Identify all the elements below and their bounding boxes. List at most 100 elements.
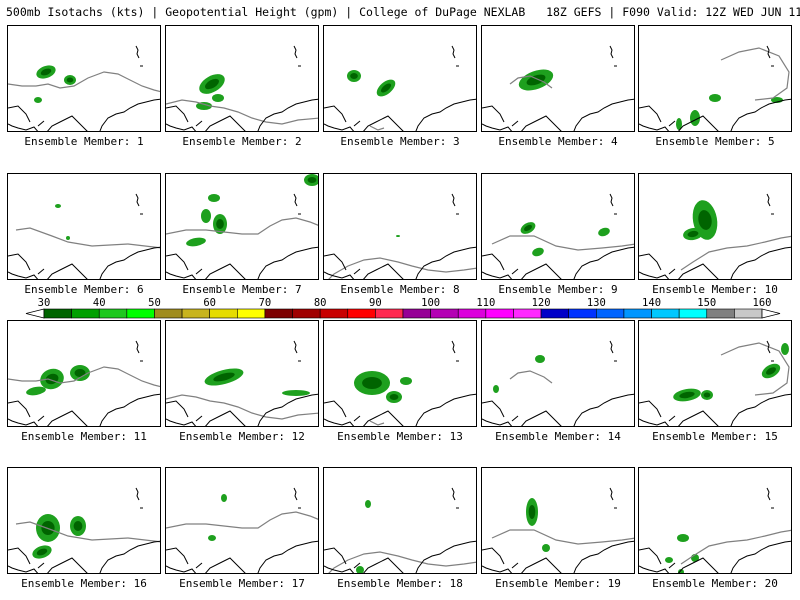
isotach-fill xyxy=(282,390,310,396)
ensemble-member-label: Ensemble Member: 8 xyxy=(340,283,460,296)
colorbar-tick-label: 40 xyxy=(93,297,106,309)
coastline xyxy=(166,246,318,279)
isotach-fill xyxy=(70,365,90,381)
colorbar-tick-label: 120 xyxy=(532,297,551,309)
ensemble-member-label: Ensemble Member: 17 xyxy=(179,577,305,590)
coastline xyxy=(324,246,476,279)
ensemble-map-panel xyxy=(638,320,792,427)
isotach-fill xyxy=(781,343,789,355)
colorbar-segment xyxy=(734,308,763,319)
coastline xyxy=(8,105,45,127)
coastline xyxy=(166,253,203,275)
coastline xyxy=(293,340,298,354)
colorbar-tick-label: 50 xyxy=(148,297,161,309)
map-canvas xyxy=(166,174,318,279)
height-contour xyxy=(15,521,160,543)
isotach-fill xyxy=(761,363,781,379)
colorbar-segment xyxy=(596,308,625,319)
colorbar-segment xyxy=(402,308,431,319)
colorbar-tick-label: 100 xyxy=(421,297,440,309)
coastline xyxy=(451,340,456,354)
isotach-fill xyxy=(64,75,76,85)
header-title: 500mb Isotachs (kts) | Geopotential Heig… xyxy=(6,5,526,19)
ensemble-map-panel xyxy=(323,25,477,132)
ensemble-member-label: Ensemble Member: 6 xyxy=(24,283,144,296)
isotach-fill xyxy=(221,494,227,502)
coastline xyxy=(8,246,160,279)
ensemble-map-panel xyxy=(7,320,161,427)
coastline xyxy=(451,193,456,207)
colorbar-segment xyxy=(181,308,210,319)
coastline xyxy=(166,98,318,131)
isotach-fill xyxy=(677,534,689,542)
map-canvas xyxy=(324,193,476,279)
ensemble-member-label: Ensemble Member: 2 xyxy=(182,135,302,148)
height-contour xyxy=(369,125,385,131)
colorbar-segment xyxy=(98,308,128,319)
map-canvas xyxy=(8,45,160,131)
ensemble-map-panel xyxy=(7,173,161,280)
colorbar-segment xyxy=(651,308,680,319)
coastline xyxy=(609,340,614,354)
colorbar-tick-label: 130 xyxy=(587,297,606,309)
ensemble-map-panel xyxy=(165,467,319,574)
ensemble-member-label: Ensemble Member: 9 xyxy=(498,283,618,296)
coastline xyxy=(639,393,791,426)
ensemble-map-panel xyxy=(481,173,635,280)
isotach-fill xyxy=(186,237,206,247)
colorbar-tick-label: 30 xyxy=(38,297,51,309)
map-canvas xyxy=(8,193,160,279)
height-contour xyxy=(166,99,318,125)
ensemble-member-label: Ensemble Member: 14 xyxy=(495,430,621,443)
height-contour xyxy=(720,47,790,101)
ensemble-member-label: Ensemble Member: 13 xyxy=(337,430,463,443)
colorbar-right-arrow xyxy=(761,308,781,319)
ensemble-map-panel xyxy=(638,467,792,574)
isotach-fill xyxy=(212,94,224,102)
coastline xyxy=(8,547,45,569)
colorbar-tick-label: 80 xyxy=(314,297,327,309)
coastline xyxy=(766,193,771,207)
coastline xyxy=(482,400,519,422)
isotach-fill xyxy=(386,391,402,403)
isotach-fill xyxy=(55,204,61,208)
map-canvas xyxy=(166,340,318,426)
coastline xyxy=(8,540,160,573)
height-contour xyxy=(8,366,160,388)
colorbar-segment xyxy=(209,308,238,319)
height-contour xyxy=(491,235,634,251)
isotach-fill xyxy=(598,227,610,237)
ensemble-member-label: Ensemble Member: 20 xyxy=(652,577,778,590)
colorbar-left-arrow xyxy=(25,308,45,319)
isotach-fill xyxy=(400,377,412,385)
colorbar-segment xyxy=(540,308,569,319)
map-canvas xyxy=(639,193,791,279)
isotach-fill xyxy=(683,227,703,241)
ensemble-map-panel xyxy=(638,25,792,132)
colorbar-segment xyxy=(375,308,404,319)
coastline xyxy=(135,487,140,501)
coastline xyxy=(766,45,771,59)
isotach-fill xyxy=(690,110,700,126)
isotach-fill xyxy=(542,544,550,552)
isotach-fill xyxy=(520,222,536,234)
ensemble-map-panel xyxy=(7,467,161,574)
ensemble-map-panel xyxy=(165,320,319,427)
ensemble-member-label: Ensemble Member: 12 xyxy=(179,430,305,443)
map-canvas xyxy=(8,487,160,573)
ensemble-member-label: Ensemble Member: 11 xyxy=(21,430,147,443)
colorbar-segment xyxy=(678,308,708,319)
height-contour xyxy=(680,529,791,565)
wind-speed-colorbar: 30405060708090100110120130140150160170 xyxy=(0,296,800,322)
colorbar-tick-label: 110 xyxy=(476,297,495,309)
map-canvas xyxy=(482,193,634,279)
colorbar-segment xyxy=(264,308,293,319)
colorbar-segment xyxy=(457,308,487,319)
colorbar-graphic: 30405060708090100110120130140150160170 xyxy=(25,297,781,319)
isotach-fill xyxy=(66,236,70,240)
isotach-fill xyxy=(196,102,212,110)
height-contour xyxy=(166,394,318,420)
coastline xyxy=(324,105,361,127)
ensemble-map-panel xyxy=(481,320,635,427)
coastline xyxy=(8,98,160,131)
